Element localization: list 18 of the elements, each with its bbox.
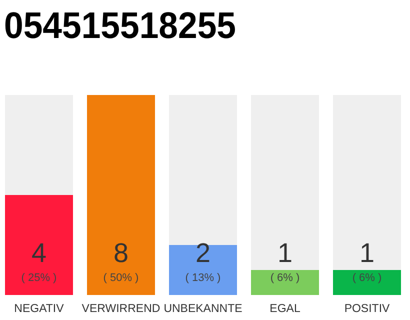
annotation: ( 25% ) bbox=[21, 272, 57, 284]
annotation: ( 50% ) bbox=[103, 272, 139, 284]
x-tick-label: NEGATIV bbox=[14, 303, 64, 315]
annotation: ( 6% ) bbox=[352, 272, 382, 284]
annotation: ( 6% ) bbox=[270, 272, 300, 284]
data-label: 1 bbox=[359, 238, 375, 268]
x-tick-label: POSITIV bbox=[344, 303, 390, 315]
data-label: 4 bbox=[31, 238, 47, 268]
chart-title: 054515518255 bbox=[4, 5, 251, 46]
data-label: 1 bbox=[277, 238, 293, 268]
data-label: 2 bbox=[195, 238, 211, 268]
data-label: 8 bbox=[113, 238, 129, 268]
bar bbox=[251, 270, 319, 295]
annotation: ( 13% ) bbox=[185, 272, 221, 284]
x-tick-label: VERWIRREND bbox=[82, 303, 160, 315]
x-tick-label: EGAL bbox=[270, 303, 301, 315]
bar bbox=[333, 270, 401, 295]
x-tick-label: UNBEKANNTE bbox=[164, 303, 243, 315]
